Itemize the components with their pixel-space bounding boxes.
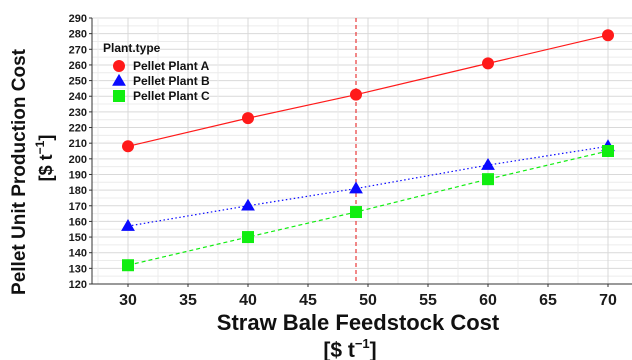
x-tick-label: 55 <box>419 292 437 309</box>
x-tick-label: 70 <box>599 292 617 309</box>
legend-marker-square <box>113 90 125 102</box>
y-tick-label: 280 <box>69 29 87 41</box>
x-tick-label: 50 <box>359 292 377 309</box>
y-axis-unit: [$ t−1] <box>33 135 56 182</box>
x-axis-unit-base: [$ t <box>323 339 355 360</box>
y-tick-label: 250 <box>69 76 87 88</box>
x-tick-label: 30 <box>119 292 137 309</box>
data-point <box>602 145 614 157</box>
series-a <box>122 29 614 153</box>
y-tick-label: 220 <box>69 123 87 135</box>
y-tick-label: 190 <box>69 169 87 181</box>
legend-title: Plant.type <box>103 41 161 55</box>
legend-marker-circle <box>113 60 125 72</box>
data-point <box>350 88 362 101</box>
x-axis-unit-exponent: −1 <box>355 336 370 351</box>
data-point <box>482 57 494 70</box>
data-point <box>122 259 134 272</box>
data-point <box>602 29 614 42</box>
y-tick-label: 270 <box>69 44 87 56</box>
y-tick-label: 210 <box>69 138 87 150</box>
grid <box>91 17 632 285</box>
legend-marker-triangle <box>112 73 126 86</box>
series-layer <box>121 29 615 272</box>
data-point <box>349 181 363 194</box>
legend-label: Pellet Plant B <box>133 74 210 88</box>
data-point <box>482 173 494 186</box>
y-tick-label: 290 <box>69 13 87 25</box>
y-tick-label: 200 <box>69 154 87 166</box>
y-tick-label: 170 <box>69 201 87 213</box>
y-tick-label: 130 <box>69 263 87 275</box>
series-line <box>127 145 609 227</box>
y-tick-label: 230 <box>69 107 87 119</box>
x-axis-unit: [$ t−1] <box>323 336 376 360</box>
y-tick-labels: 120 130 140 150 160 170 180 190 200 210 220 230 240 2… <box>69 13 92 291</box>
x-axis-unit-close: ] <box>370 339 377 360</box>
data-point <box>242 112 254 125</box>
y-tick-label: 260 <box>69 60 87 72</box>
y-tick-label: 140 <box>69 248 87 260</box>
legend-label: Pellet Plant A <box>133 59 210 73</box>
y-tick-label: 180 <box>69 185 87 197</box>
x-tick-label: 65 <box>539 292 557 309</box>
data-point <box>350 206 362 219</box>
data-point <box>481 158 495 170</box>
y-axis-title: Pellet Unit Production Cost <box>9 48 30 295</box>
data-point <box>121 219 135 231</box>
data-point <box>242 231 254 244</box>
x-tick-labels: 30 35 40 45 50 55 60 65 70 <box>119 284 617 309</box>
x-tick-label: 35 <box>179 292 197 309</box>
x-tick-label: 60 <box>479 292 497 309</box>
data-point <box>122 140 134 153</box>
y-tick-label: 160 <box>69 216 87 228</box>
legend-label: Pellet Plant C <box>133 89 210 103</box>
y-tick-label: 240 <box>69 91 87 103</box>
y-tick-label: 120 <box>69 279 87 291</box>
y-tick-label: 150 <box>69 232 87 244</box>
x-tick-label: 45 <box>299 292 317 309</box>
series-c <box>122 145 614 272</box>
x-tick-label: 40 <box>239 292 257 309</box>
y-axis-unit-base: [$ t <box>36 154 56 181</box>
y-axis-unit-close: ] <box>36 135 56 141</box>
data-point <box>241 198 255 211</box>
y-axis-unit-exponent: −1 <box>33 140 47 154</box>
x-axis-title: Straw Bale Feedstock Cost <box>217 310 500 335</box>
